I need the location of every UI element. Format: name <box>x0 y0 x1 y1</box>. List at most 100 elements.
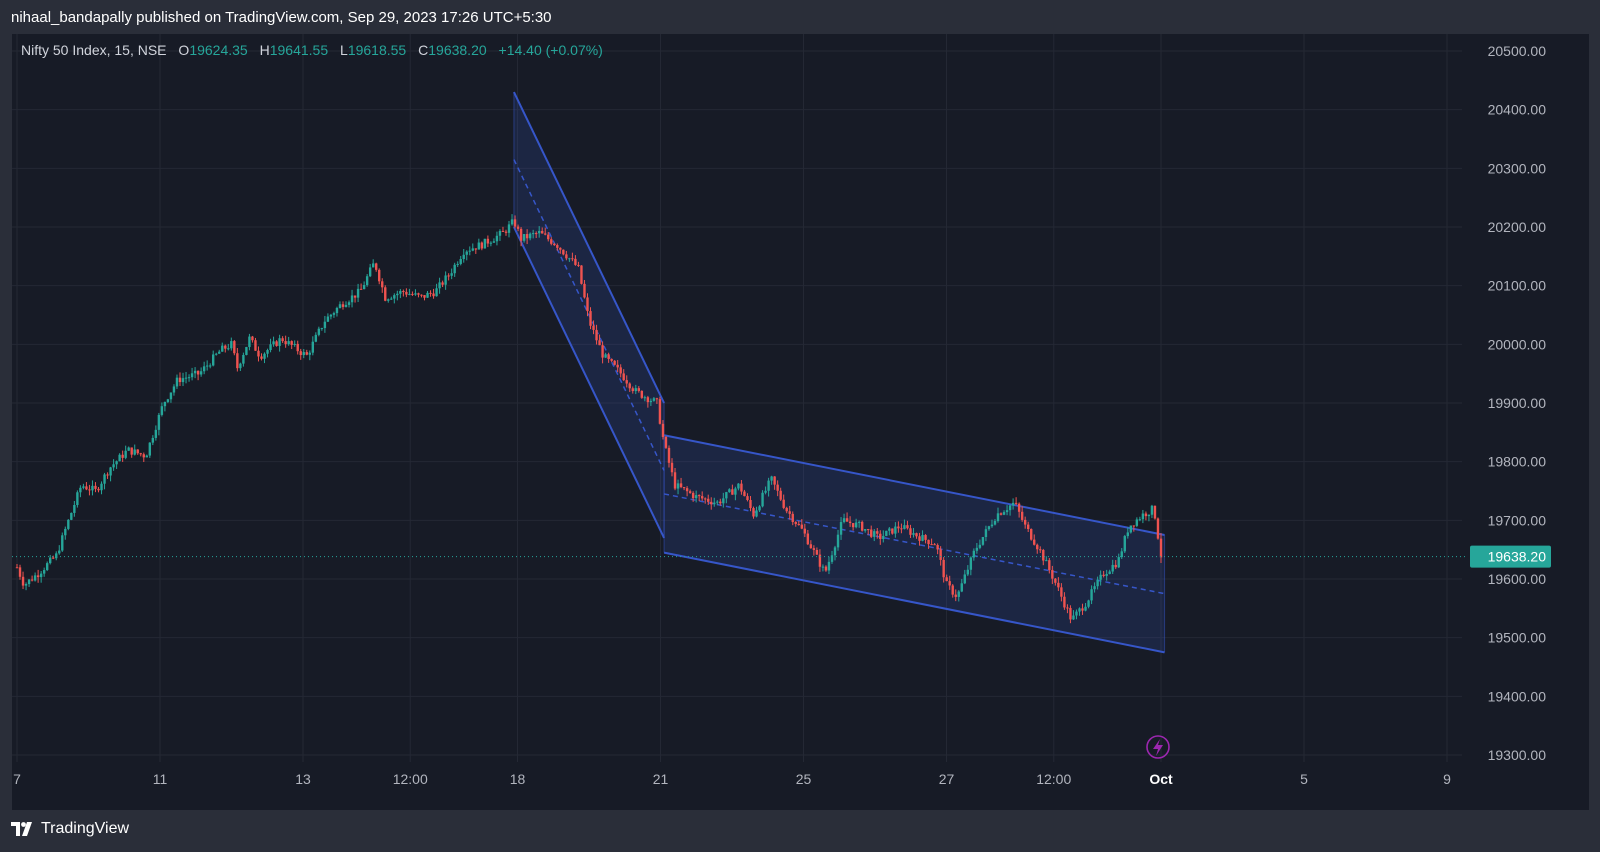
candle-body <box>716 501 719 503</box>
candle-body <box>848 521 852 524</box>
candle-body <box>399 291 402 294</box>
candle-body <box>957 591 960 597</box>
candle-body <box>586 297 589 312</box>
candle-body <box>498 230 502 236</box>
candle-body <box>423 295 426 298</box>
candle-body <box>402 291 405 293</box>
candle-body <box>453 264 456 274</box>
candle-body <box>655 398 659 400</box>
candle-body <box>52 557 55 559</box>
candle-body <box>725 492 728 499</box>
candle-body <box>55 553 58 559</box>
candle-body <box>776 484 779 491</box>
candle-body <box>118 454 121 462</box>
candle-body <box>960 583 963 592</box>
candle-body <box>1039 549 1042 551</box>
symbol-title[interactable]: Nifty 50 Index, 15, NSE <box>21 42 167 58</box>
candle-body <box>1153 505 1157 519</box>
candle-body <box>145 455 148 458</box>
candle-body <box>344 304 348 307</box>
candle-body <box>359 288 363 290</box>
brand[interactable]: TradingView <box>11 820 129 838</box>
candle-body <box>803 528 807 534</box>
candle-body <box>1129 525 1133 533</box>
candle-body <box>1087 600 1090 607</box>
candle-body <box>504 231 508 233</box>
candle-body <box>477 242 481 250</box>
candle-body <box>263 353 266 359</box>
candle-body <box>486 238 490 244</box>
candle-body <box>462 254 465 260</box>
y-tick-label: 19300.00 <box>1488 747 1547 763</box>
candle-body <box>178 377 182 383</box>
candle-body <box>1051 570 1054 579</box>
price-channel-1-upper-line[interactable] <box>513 91 665 404</box>
y-tick-label: 20500.00 <box>1488 43 1547 59</box>
candle-body <box>136 449 139 454</box>
candlestick-series <box>15 214 1163 624</box>
candle-body <box>106 474 109 476</box>
candle-body <box>933 544 936 546</box>
candle-body <box>649 400 653 403</box>
candle-body <box>682 487 686 489</box>
candle-body <box>332 313 336 315</box>
candle-body <box>242 354 245 364</box>
candle-body <box>664 436 668 448</box>
candle-body <box>302 352 305 356</box>
candle-body <box>15 567 19 569</box>
candle-body <box>1108 571 1111 574</box>
candle-body <box>607 354 610 359</box>
candle-body <box>130 447 133 455</box>
candle-body <box>465 251 468 255</box>
candle-body <box>758 506 761 511</box>
candle-body <box>1011 502 1015 506</box>
candle-body <box>737 483 740 489</box>
candle-body <box>91 485 94 491</box>
candle-body <box>94 485 97 489</box>
candle-body <box>897 526 900 529</box>
x-tick-label: 5 <box>1300 771 1308 787</box>
candle-body <box>435 288 438 297</box>
candle-body <box>109 467 112 476</box>
price-channel-2-mid-line[interactable] <box>663 493 1165 595</box>
price-channel-1-mid-line[interactable] <box>513 159 665 471</box>
candle-body <box>541 230 544 234</box>
brand-name: TradingView <box>41 820 130 837</box>
candle-body <box>227 348 230 350</box>
candle-body <box>408 293 411 295</box>
candle-body <box>836 534 840 548</box>
candle-body <box>954 594 957 597</box>
candle-body <box>513 219 517 227</box>
y-tick-label: 20300.00 <box>1488 160 1547 176</box>
candle-body <box>1105 573 1108 576</box>
candle-body <box>480 242 484 249</box>
candle-body <box>202 366 206 372</box>
candle-body <box>215 353 218 355</box>
candle-body <box>362 285 366 290</box>
candle-body <box>378 269 381 282</box>
chart-panel[interactable] <box>12 34 1589 810</box>
candle-body <box>151 437 155 443</box>
y-tick-label: 20400.00 <box>1488 102 1547 118</box>
last-price-marker: 19638.20 <box>12 545 1551 568</box>
price-channel-2-upper-line[interactable] <box>663 434 1165 536</box>
candle-body <box>450 273 453 276</box>
candle-body <box>870 529 873 537</box>
candle-body <box>842 518 846 523</box>
candle-body <box>384 287 387 301</box>
candle-body <box>915 533 918 537</box>
flash-icon[interactable] <box>1146 735 1170 759</box>
candle-body <box>1033 539 1036 545</box>
candle-body <box>894 526 897 534</box>
candle-body <box>1002 512 1006 515</box>
candle-body <box>444 275 447 285</box>
price-channel-2-lower-line[interactable] <box>663 551 1165 654</box>
candle-body <box>61 535 64 551</box>
candle-body <box>121 454 124 458</box>
low-label: L <box>340 42 348 58</box>
candle-body <box>181 378 185 383</box>
candle-body <box>329 314 333 317</box>
candle-body <box>1117 557 1120 568</box>
price-channel-1-lower-line[interactable] <box>513 226 665 539</box>
